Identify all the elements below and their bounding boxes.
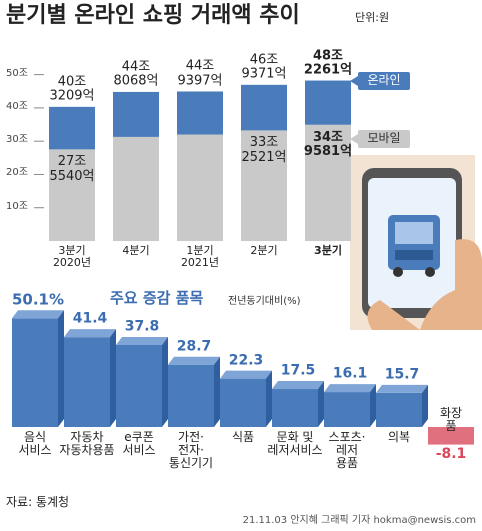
value-label: 34조 9581억: [303, 129, 353, 159]
x-tick-label: 음식 서비스: [18, 430, 52, 458]
bar-top: [376, 384, 428, 393]
value-label: 17.5: [280, 362, 316, 379]
bar-top: [116, 336, 168, 345]
legend-label: 모바일: [367, 131, 401, 145]
y-tick-label: 10조: [6, 200, 28, 212]
x-tick-label: 가전· 전자· 통신기기: [168, 430, 214, 471]
bar: [113, 136, 159, 241]
value-label: 27조 5540억: [49, 154, 95, 184]
chart-title: 주요 증감 품목: [110, 289, 204, 307]
bar: [49, 149, 95, 241]
value-label: 40조 3209억: [49, 74, 95, 104]
bar: [177, 134, 223, 241]
credit: 21.11.03 안지혜 그래픽 기자 hokma@newsis.com: [242, 515, 476, 526]
value-label: 41.4: [72, 310, 108, 327]
x-tick-label: 2분기: [250, 244, 278, 257]
value-label: 44조 8068억: [113, 59, 159, 89]
bar: [116, 344, 162, 427]
x-tick-label: 문화 및 레저서비스: [267, 430, 323, 458]
legend-swatch: [358, 72, 410, 90]
chart-subtitle: 전년동기대비(%): [228, 296, 301, 307]
x-tick-label: 1분기 2021년: [180, 244, 220, 270]
x-tick-label: e쿠폰 서비스: [122, 430, 156, 458]
bar-top: [168, 356, 220, 365]
bar: [12, 318, 58, 427]
x-tick-label: 3분기 2020년: [52, 244, 92, 270]
value-label: 48조 2261억: [303, 47, 353, 78]
x-tick-label: 3분기: [314, 244, 342, 257]
y-tick-label: 30조: [6, 134, 28, 146]
bar-top: [64, 329, 116, 338]
x-tick-label: 화장품: [439, 406, 463, 434]
bar-side: [162, 336, 168, 427]
bar-side: [318, 381, 324, 427]
bar-top: [272, 381, 324, 390]
value-label: 44조 9397억: [177, 58, 223, 89]
x-tick-label: 스포츠· 레저 용품: [328, 430, 366, 471]
bar-side: [370, 384, 376, 427]
bar: [220, 378, 266, 427]
bar: [324, 392, 370, 427]
bar: [168, 364, 214, 427]
y-tick-label: 50조: [6, 67, 28, 79]
bar-top: [12, 310, 64, 319]
bar-side: [266, 370, 272, 427]
y-tick-label: 40조: [6, 100, 28, 112]
bar: [305, 124, 351, 241]
x-tick-label: 식품: [231, 430, 255, 444]
value-label: 46조 9371억: [241, 52, 287, 82]
value-label: 37.8: [124, 318, 160, 335]
value-label: 15.7: [384, 366, 420, 383]
bar: [241, 130, 287, 241]
bar-side: [422, 384, 428, 427]
legend-swatch: [358, 130, 410, 148]
legend-label: 온라인: [367, 73, 401, 87]
bar-top: [324, 384, 376, 393]
bar: [272, 389, 318, 427]
legend-pointer: [350, 76, 358, 86]
bar-top: [220, 370, 272, 379]
bar: [64, 337, 110, 427]
bar-side: [58, 310, 64, 427]
bar: [428, 427, 474, 445]
value-label: 22.3: [228, 352, 264, 369]
bar: [376, 392, 422, 427]
x-tick-label: 4분기: [122, 244, 150, 257]
value-label: 16.1: [332, 365, 368, 382]
phone-illustration: [350, 155, 482, 330]
value-label: 50.1%: [11, 290, 65, 309]
bar-side: [110, 329, 116, 427]
title: 분기별 온라인 쇼핑 거래액 추이: [6, 3, 300, 28]
value-label: -8.1: [435, 445, 467, 462]
bar-side: [214, 356, 220, 427]
legend-pointer: [350, 134, 358, 144]
y-tick-label: 20조: [6, 167, 28, 179]
value-label: 28.7: [176, 338, 212, 355]
unit: 단위:원: [355, 11, 390, 24]
x-tick-label: 의복: [387, 430, 411, 444]
x-tick-label: 자동차 자동차용품: [59, 430, 115, 458]
value-label: 33조 2521억: [241, 135, 287, 165]
source: 자료: 통계청: [6, 495, 70, 509]
